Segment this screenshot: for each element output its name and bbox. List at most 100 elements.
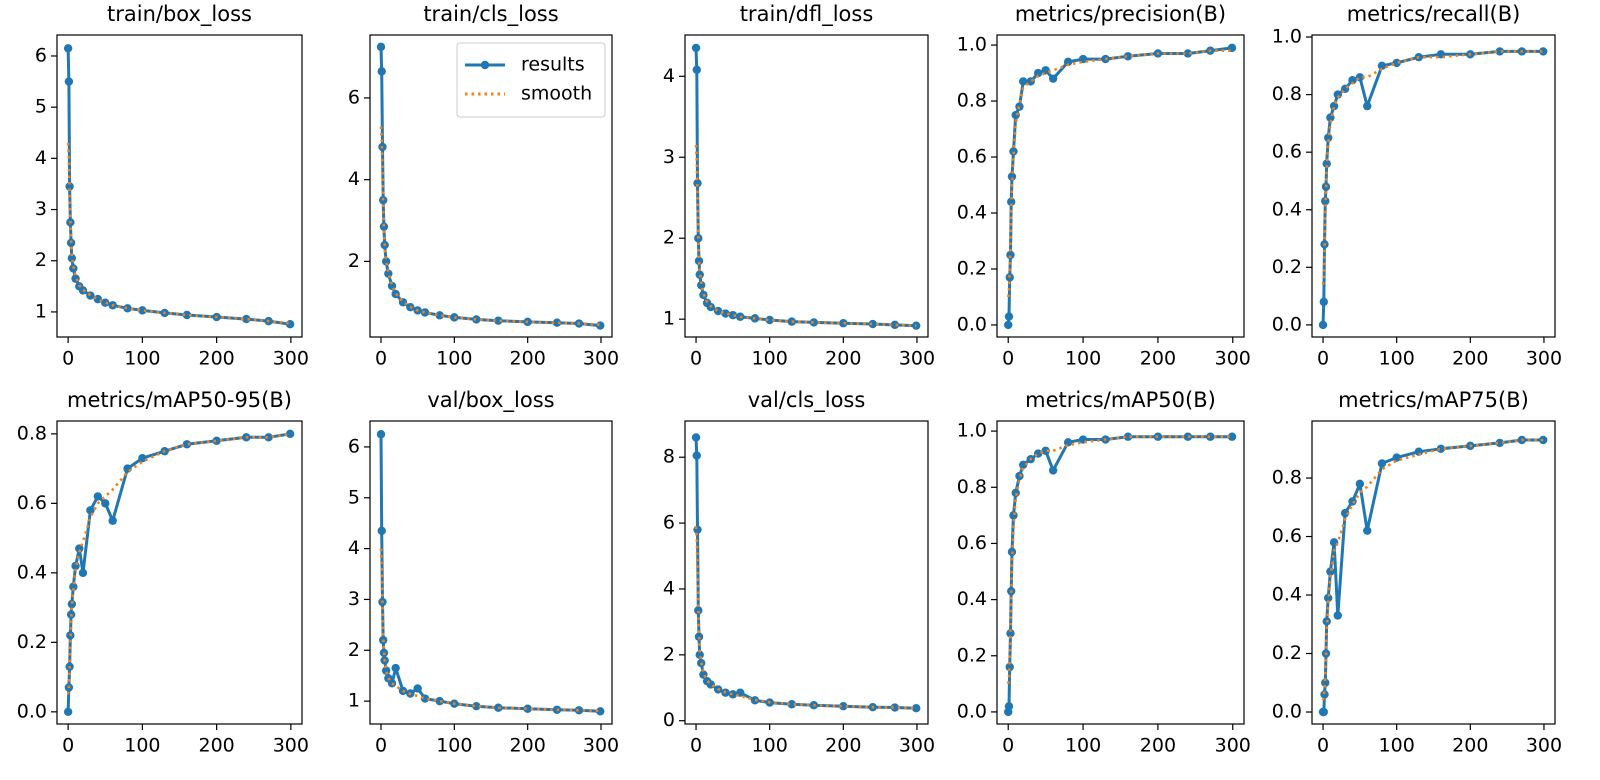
- data-point: [67, 253, 77, 263]
- y-tick-label: 0.4: [957, 202, 987, 224]
- x-tick-label: 300: [273, 735, 309, 757]
- data-point: [1005, 662, 1014, 672]
- y-tick-label: 0.6: [957, 532, 987, 554]
- chart-title: val/cls_loss: [748, 388, 866, 413]
- data-point: [1004, 320, 1013, 330]
- x-tick-label: 0: [375, 348, 387, 370]
- x-tick-label: 200: [510, 348, 546, 370]
- data-point: [379, 222, 389, 231]
- x-tick-label: 100: [436, 735, 472, 757]
- x-tick-label: 200: [198, 735, 234, 757]
- plot-frame: [369, 420, 613, 725]
- data-point: [1011, 488, 1020, 498]
- data-point: [1033, 68, 1043, 78]
- data-point: [1436, 444, 1446, 453]
- series-line: [66, 48, 291, 326]
- y-tick-label: 0.8: [17, 422, 47, 444]
- series-line: [1006, 435, 1232, 684]
- data-point: [596, 707, 605, 716]
- series-line: [694, 145, 917, 327]
- data-point: [1322, 159, 1331, 168]
- data-point: [472, 315, 481, 324]
- data-point: [1324, 133, 1333, 142]
- data-point: [1004, 702, 1014, 711]
- x-tick-label: 0: [690, 348, 702, 370]
- y-tick-label: 0: [663, 709, 675, 731]
- data-point: [264, 433, 273, 442]
- data-point: [750, 696, 760, 705]
- data-point: [552, 318, 562, 327]
- x-tick-label: 0: [375, 735, 387, 757]
- data-point: [108, 516, 117, 525]
- x-tick-label: 300: [583, 735, 619, 757]
- series-line: [1321, 50, 1544, 285]
- data-point: [694, 606, 703, 615]
- data-point: [890, 703, 900, 712]
- data-point: [212, 436, 221, 446]
- data-point: [1392, 453, 1401, 462]
- x-tick-label: 0: [62, 348, 74, 370]
- data-point: [912, 321, 921, 330]
- subplot: metrics/recall(B) 0.0 0.2 0.4 0.6 0.8 1.0 0 100 2…: [1272, 2, 1562, 370]
- data-point: [1318, 320, 1328, 330]
- data-point: [574, 706, 584, 715]
- data-point: [890, 320, 900, 330]
- data-point: [435, 311, 444, 320]
- data-point: [377, 67, 386, 76]
- y-tick-label: 5: [35, 96, 47, 118]
- y-tick-label: 0.0: [957, 313, 987, 335]
- data-point: [1363, 101, 1372, 111]
- data-point: [387, 679, 397, 688]
- y-tick-label: 0.4: [957, 588, 987, 610]
- chart-title: train/box_loss: [107, 2, 252, 27]
- data-point: [182, 440, 192, 449]
- legend-label: results: [521, 54, 585, 76]
- legend-label: smooth: [521, 83, 592, 105]
- series-line: [1322, 438, 1544, 714]
- data-point: [1539, 435, 1548, 445]
- data-point: [1041, 446, 1050, 455]
- data-point: [1007, 172, 1017, 181]
- data-point: [1320, 690, 1329, 699]
- data-point: [65, 182, 74, 191]
- data-point: [381, 257, 391, 266]
- data-point: [692, 65, 701, 75]
- data-point: [839, 319, 848, 328]
- data-point: [1495, 47, 1504, 56]
- data-point: [912, 703, 921, 713]
- data-point: [1340, 508, 1350, 518]
- series-line: [1006, 435, 1232, 713]
- data-point: [69, 582, 78, 591]
- data-point: [1048, 74, 1058, 83]
- y-tick-label: 1.0: [957, 34, 987, 56]
- data-point: [765, 315, 774, 325]
- x-tick-label: 0: [1002, 735, 1014, 757]
- x-tick-label: 0: [1317, 735, 1329, 757]
- subplot: metrics/mAP50(B) 0.0 0.2 0.4 0.6 0.8 1.0 0 100 20…: [957, 388, 1251, 757]
- data-point: [1227, 432, 1237, 441]
- series-line: [1006, 46, 1233, 326]
- y-tick-label: 0.6: [1272, 525, 1302, 547]
- y-tick-label: 0.2: [957, 257, 987, 279]
- y-tick-label: 0.8: [957, 476, 987, 498]
- series-line: [379, 434, 601, 713]
- x-tick-label: 100: [124, 735, 160, 757]
- data-point: [692, 451, 701, 460]
- y-tick-label: 3: [348, 588, 360, 610]
- y-tick-label: 1: [35, 300, 47, 322]
- data-point: [63, 707, 73, 717]
- data-point: [64, 77, 74, 86]
- data-point: [285, 429, 295, 439]
- data-point: [1377, 459, 1387, 468]
- x-tick-label: 300: [899, 735, 935, 757]
- data-point: [728, 310, 738, 320]
- data-point: [809, 318, 819, 327]
- chart-title: train/dfl_loss: [740, 2, 874, 27]
- data-point: [839, 702, 848, 711]
- data-point: [694, 256, 704, 266]
- data-point: [691, 43, 701, 53]
- x-tick-label: 300: [1215, 735, 1251, 757]
- data-point: [1183, 49, 1193, 58]
- x-tick-label: 300: [273, 348, 309, 370]
- plot-frame: [1311, 34, 1556, 338]
